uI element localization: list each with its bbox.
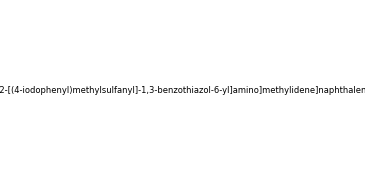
Text: 1-[[[2-[(4-iodophenyl)methylsulfanyl]-1,3-benzothiazol-6-yl]amino]methylidene]na: 1-[[[2-[(4-iodophenyl)methylsulfanyl]-1,… — [0, 86, 365, 95]
